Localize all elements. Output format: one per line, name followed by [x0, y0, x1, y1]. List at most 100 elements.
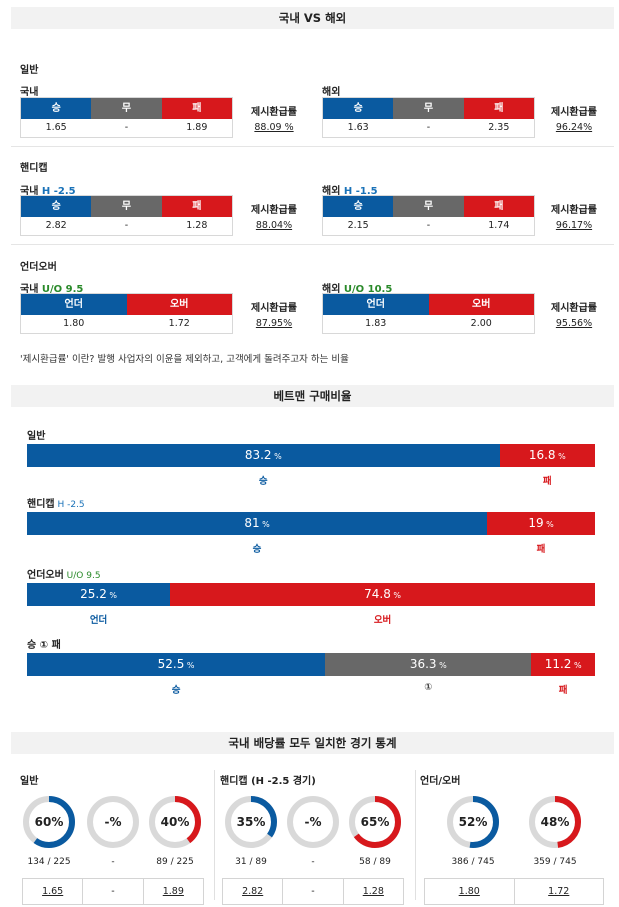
header-lose: 패	[161, 196, 232, 217]
donut-count: 31 / 89	[235, 857, 267, 867]
handicap-ratio-bar: 81 % 19 %	[27, 512, 595, 535]
donut-count: 386 / 745	[451, 857, 495, 867]
header-under: 언더	[21, 294, 127, 315]
ratio-label-text: 언더오버	[27, 570, 64, 581]
underover-tag: U/O 10.5	[343, 284, 393, 295]
donut-count: -	[311, 857, 315, 867]
stats-group-label: 일반	[20, 776, 39, 787]
underover-tag: U/O 9.5	[41, 284, 84, 295]
ratio-outcome-label: 승	[258, 476, 268, 487]
header-over: 오버	[428, 294, 534, 315]
ratio-unit: %	[436, 661, 447, 670]
handicap-tag: H -1.5	[343, 186, 378, 197]
ratio-outcome-label: ①	[424, 682, 433, 693]
general-label: 일반	[20, 65, 39, 76]
general-domestic-odds-table: 승 무 패 1.65 - 1.89	[20, 97, 233, 138]
ratio-tag: H -2.5	[54, 500, 85, 510]
donut-percent: 65%	[360, 815, 390, 829]
return-rate-label: 제시환급률	[251, 205, 297, 216]
ratio-outcome-label: 언더	[89, 615, 108, 626]
ratio-outcome-label: 패	[542, 476, 552, 487]
domestic-label: 국내	[20, 186, 39, 197]
header-draw: 무	[393, 98, 464, 119]
header-over: 오버	[126, 294, 232, 315]
ratio-segment: 11.2 %	[531, 653, 595, 676]
ratio-value: 16.8	[528, 448, 556, 462]
handicap-domestic-odds-table: 승 무 패 2.82 - 1.28	[20, 195, 233, 236]
donut-percent: 35%	[236, 815, 266, 829]
ratio-value: 25.2	[80, 587, 107, 601]
domestic-underover-label: 국내 U/O 9.5	[20, 280, 83, 295]
ratio-value: 19	[528, 516, 544, 530]
header-lose: 패	[463, 196, 534, 217]
ratio-outcome-label: 승	[171, 685, 181, 696]
return-rate-note: '제시환급률' 이란? 발행 사업자의 이윤을 제외하고, 고객에게 돌려주고자…	[20, 354, 349, 365]
odds-lose: 2.35	[488, 122, 510, 133]
stats-donut: -%	[286, 795, 340, 849]
underover-domestic-odds-table: 언더 오버 1.80 1.72	[20, 293, 233, 334]
donut-arc	[529, 796, 581, 848]
odds-draw: -	[426, 220, 431, 231]
general-overseas-odds-table: 승 무 패 1.63 - 2.35	[322, 97, 535, 138]
stats-odds-box: 1.65- 1.89	[22, 878, 204, 905]
stats-odds-value: -	[283, 879, 344, 904]
donut-arc	[23, 796, 75, 848]
ratio-label-text: 승 ① 패	[27, 640, 61, 651]
donut-chart	[23, 796, 75, 848]
ratio-unit: %	[543, 520, 554, 529]
donut-arc	[349, 796, 401, 848]
stats-donut: 52%	[446, 795, 500, 849]
odds-lose: 1.74	[488, 220, 510, 231]
donut-count: -	[111, 857, 115, 867]
return-rate-value: 88.04%	[255, 220, 293, 231]
donut-count: 89 / 225	[156, 857, 194, 867]
odds-lose: 1.89	[186, 122, 208, 133]
stats-odds-value: 2.82	[223, 879, 284, 904]
underover-ratio-label: 언더오버 U/O 9.5	[27, 566, 101, 581]
odds-under: 1.80	[63, 318, 85, 329]
ratio-value: 36.3	[409, 657, 437, 671]
donut-count: 359 / 745	[533, 857, 577, 867]
stats-odds-value: 1.72	[548, 886, 570, 897]
ratio-label-text: 핸디캡	[27, 499, 55, 510]
header-lose: 패	[463, 98, 534, 119]
divider	[11, 146, 614, 147]
ratio-unit: %	[184, 661, 195, 670]
stats-group-label: 핸디캡 (H -2.5 경기)	[220, 776, 316, 787]
header-draw: 무	[91, 98, 162, 119]
ratio-unit: %	[390, 591, 401, 600]
odds-draw: -	[426, 122, 431, 133]
stats-donut: 60%	[22, 795, 76, 849]
ratio-unit: %	[555, 452, 566, 461]
overseas-handicap-label: 해외 H -1.5	[322, 182, 378, 197]
ratio-unit: %	[106, 591, 117, 600]
stats-donut: 65%	[348, 795, 402, 849]
header-win: 승	[21, 196, 92, 217]
ratio-value: 11.2	[544, 657, 572, 671]
header-win: 승	[323, 196, 394, 217]
ratio-segment: 81 %	[27, 512, 488, 535]
odds-draw: -	[124, 122, 129, 133]
return-rate-label: 제시환급률	[551, 107, 597, 118]
return-rate-value: 95.56%	[555, 318, 593, 329]
header-win: 승	[323, 98, 394, 119]
odds-win: 2.15	[347, 220, 369, 231]
ratio-segment: 36.3 %	[325, 653, 532, 676]
stats-odds-value: 1.28	[362, 886, 384, 897]
ratio-outcome-label: 승	[252, 544, 262, 555]
stats-odds-box: 1.80 1.72	[424, 878, 604, 905]
section-title-domestic-vs-overseas: 국내 VS 해외	[11, 7, 614, 29]
ratio-value: 74.8	[364, 587, 391, 601]
return-rate-value: 96.17%	[555, 220, 593, 231]
section-title-matched-odds-stats: 국내 배당률 모두 일치한 경기 통계	[11, 732, 614, 754]
wdl-ratio-label: 승 ① 패	[27, 636, 61, 651]
donut-percent: -%	[104, 815, 122, 829]
stats-odds-value: 1.89	[162, 886, 184, 897]
handicap-tag: H -2.5	[41, 186, 76, 197]
domestic-label: 국내	[20, 284, 39, 295]
overseas-label: 해외	[322, 186, 341, 197]
ratio-segment: 52.5 %	[27, 653, 326, 676]
donut-percent: -%	[304, 815, 322, 829]
odds-win: 1.63	[347, 122, 369, 133]
ratio-label-text: 일반	[27, 431, 46, 442]
